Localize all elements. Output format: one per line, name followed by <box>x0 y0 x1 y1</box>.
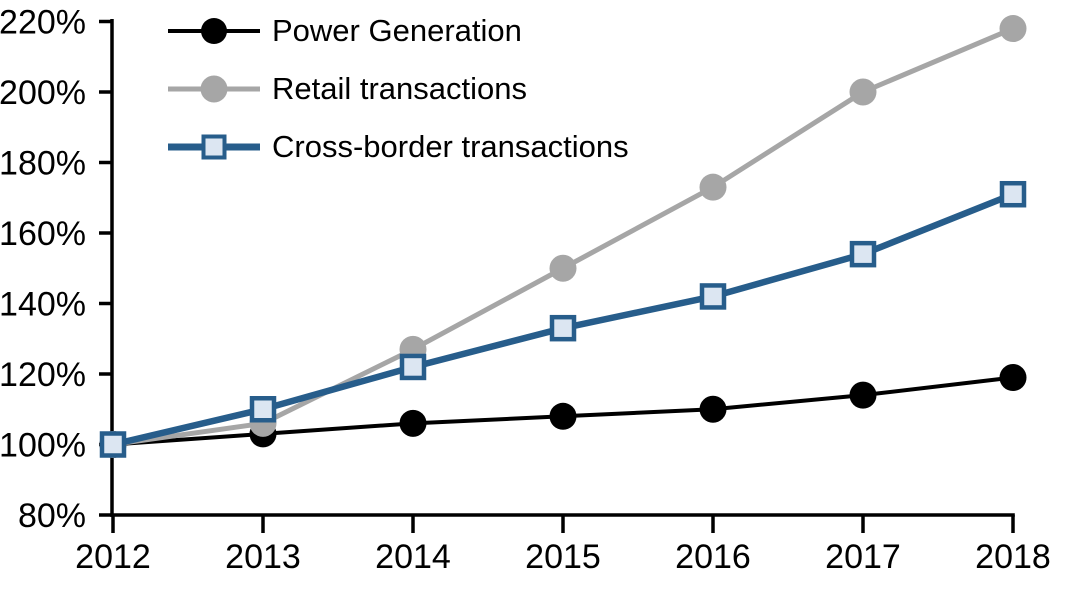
x-tick-label: 2013 <box>225 538 301 576</box>
cross-border-transactions-data-point-2017 <box>849 240 877 268</box>
x-tick-label: 2018 <box>975 538 1051 576</box>
y-tick-label: 140% <box>0 286 86 324</box>
legend-label-retail-transactions: Retail transactions <box>272 71 528 106</box>
power-generation-data-point-2016 <box>699 395 727 423</box>
cross-border-transactions-data-point-2012 <box>99 431 127 458</box>
cross-border-transactions-data-point-2015 <box>549 314 577 342</box>
y-tick-label: 180% <box>0 145 86 183</box>
retail-transactions-data-point-2018 <box>999 15 1027 43</box>
y-tick-label: 160% <box>0 215 86 253</box>
x-tick-label: 2017 <box>825 538 901 576</box>
cross-border-transactions-legend-swatch <box>168 128 260 166</box>
power-generation-data-point-2018 <box>999 364 1027 392</box>
cross-border-transactions-data-point-2014 <box>399 353 427 381</box>
legend: Power Generation Retail transactions Cro… <box>168 12 629 186</box>
retail-transactions-data-point-2017 <box>849 78 877 106</box>
retail-transactions-data-point-2016 <box>699 173 727 201</box>
y-tick-label: 220% <box>0 4 86 42</box>
power-generation-legend-swatch <box>168 12 260 50</box>
power-generation-data-point-2014 <box>399 409 427 437</box>
power-generation-circle-marker-icon <box>201 18 227 44</box>
cross-border-transactions-data-point-2016 <box>699 283 727 310</box>
retail-transactions-legend-swatch <box>168 70 260 108</box>
legend-item-cross-border-transactions: Cross-border transactions <box>168 128 629 166</box>
y-tick-label: 120% <box>0 356 86 394</box>
cross-border-transactions-data-point-2018 <box>999 180 1027 208</box>
legend-item-power-generation: Power Generation <box>168 12 629 50</box>
y-tick-label: 200% <box>0 74 86 112</box>
x-tick-label: 2015 <box>525 538 601 576</box>
cross-border-transactions-square-marker-icon <box>201 134 227 160</box>
x-tick-label: 2012 <box>75 538 151 576</box>
x-tick-label: 2014 <box>375 538 451 576</box>
x-tick-label: 2016 <box>675 538 751 576</box>
legend-label-cross-border-transactions: Cross-border transactions <box>272 129 629 164</box>
retail-transactions-circle-marker-icon <box>200 75 228 103</box>
y-tick-label: 80% <box>18 497 86 535</box>
power-generation-data-point-2017 <box>849 381 877 409</box>
retail-transactions-data-point-2015 <box>549 254 577 282</box>
power-generation-data-point-2015 <box>549 402 577 430</box>
cross-border-transactions-data-point-2013 <box>249 396 277 423</box>
legend-item-retail-transactions: Retail transactions <box>168 70 629 108</box>
legend-label-power-generation: Power Generation <box>272 13 522 48</box>
y-tick-label: 100% <box>0 427 86 465</box>
